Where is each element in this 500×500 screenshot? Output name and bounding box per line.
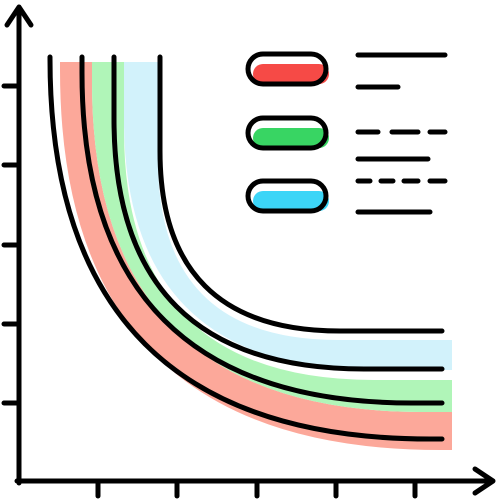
curve-line [157, 54, 445, 334]
legend-item-green [245, 115, 448, 162]
legend-item-red [245, 51, 448, 90]
legend-swatch-fill-blue [253, 191, 329, 211]
legend-line-dotted [355, 178, 448, 215]
axes [1, 4, 496, 499]
curve-line [79, 54, 445, 406]
legend-line-solid [355, 52, 448, 90]
legend-swatch-outline [245, 115, 329, 151]
legend-swatch-outline [245, 51, 329, 87]
legend-line-dashed [355, 129, 448, 162]
legend-swatch-outline [245, 178, 329, 214]
curves [47, 54, 445, 442]
green-curve-band [92, 62, 452, 412]
blue-curve-band [124, 62, 452, 370]
legend-swatch-fill-green [253, 128, 329, 148]
legend-item-blue [245, 178, 448, 215]
curve-line [111, 54, 445, 372]
y-axis-arrowhead [4, 4, 34, 28]
x-axis-arrowhead [472, 466, 496, 496]
curve-line [47, 54, 445, 442]
legend-swatch-fill-red [253, 64, 329, 84]
legend [245, 51, 448, 215]
